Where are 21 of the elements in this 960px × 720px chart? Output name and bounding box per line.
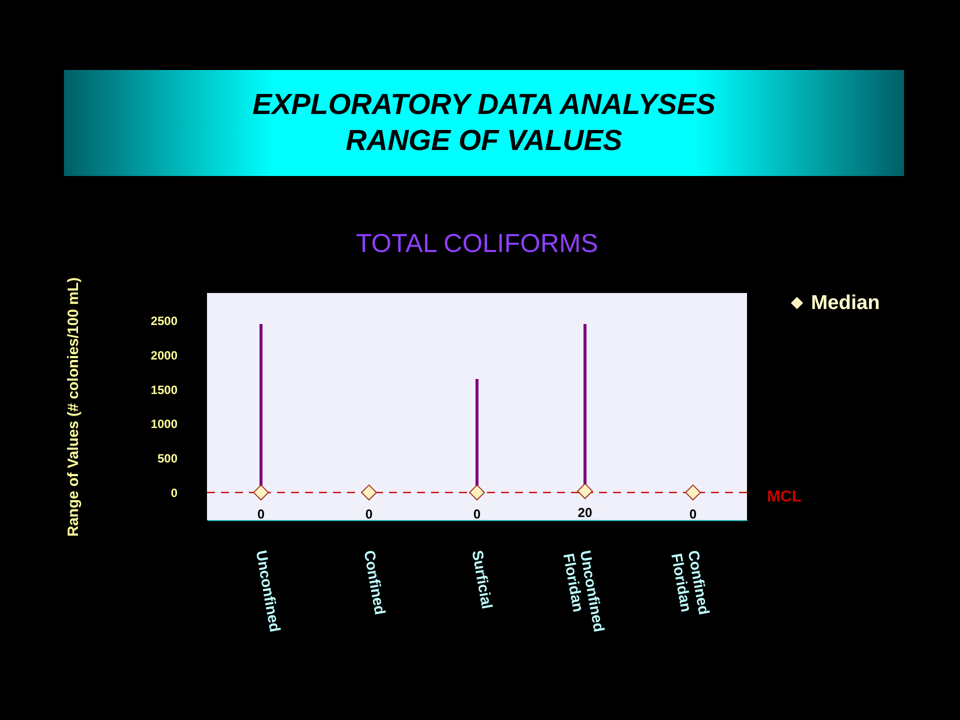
y-tick-label: 2000 (150, 348, 178, 362)
data-label: 20 (578, 505, 592, 520)
ref-line-label: MCL (767, 488, 802, 506)
data-label: 0 (257, 506, 265, 522)
y-tick-label: 1000 (150, 417, 178, 432)
chart-subtitle: TOTAL COLIFORMS (356, 228, 598, 258)
y-tick-label: 1500 (150, 382, 178, 397)
x-tick-label: Confined (360, 549, 388, 616)
y-tick-label: 500 (157, 452, 178, 466)
data-label: 0 (365, 506, 373, 522)
data-label: 0 (473, 506, 481, 522)
data-label: 0 (689, 506, 697, 522)
x-tick-label: Surficial (468, 549, 496, 610)
chart-title: EXPLORATORY DATA ANALYSES RANGE OF VALUES (64, 70, 904, 176)
x-tick-label: Unconfined (252, 549, 284, 634)
x-tick-label: Confined Floridan (667, 549, 712, 616)
y-tick-label: 2500 (150, 314, 178, 328)
x-tick-label: Unconfined Floridan (559, 549, 608, 634)
legend-label: Median (811, 292, 880, 314)
y-axis-title: Range of Values (# colonies/100 mL) (64, 277, 82, 537)
y-tick-label: 0 (170, 486, 178, 500)
